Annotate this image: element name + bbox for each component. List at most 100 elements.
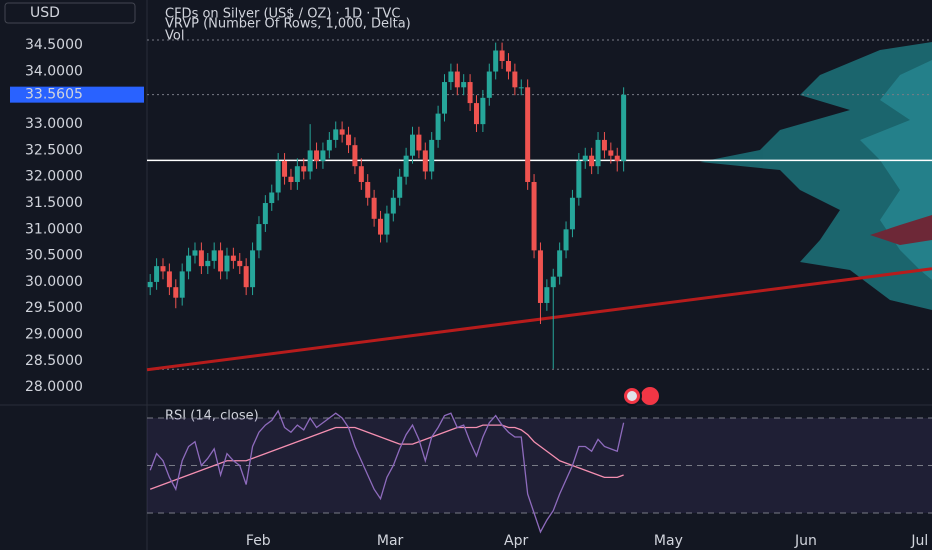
candle-body bbox=[173, 287, 179, 298]
currency-box[interactable] bbox=[4, 2, 136, 24]
y-tick-label: 31.5000 bbox=[25, 195, 83, 211]
candle-body bbox=[384, 213, 390, 235]
y-tick-label: 31.0000 bbox=[25, 221, 83, 237]
candle-body bbox=[595, 139, 601, 167]
y-tick-label: 28.5000 bbox=[25, 353, 83, 369]
candle-body bbox=[224, 255, 230, 272]
candle-body bbox=[352, 145, 358, 167]
candle-body bbox=[339, 129, 345, 135]
candle-body bbox=[569, 197, 575, 230]
candle-body bbox=[243, 266, 249, 288]
candle-body bbox=[544, 287, 550, 303]
candle-body bbox=[416, 134, 422, 151]
candle-body bbox=[435, 113, 441, 140]
last-price-tag bbox=[10, 86, 144, 103]
candle-body bbox=[390, 197, 396, 214]
candle-body bbox=[512, 71, 518, 88]
candle-body bbox=[557, 250, 563, 277]
candle-body bbox=[582, 155, 588, 161]
candle-body bbox=[461, 82, 467, 88]
candle-body bbox=[237, 260, 243, 267]
candle-body bbox=[576, 160, 582, 198]
candle-body bbox=[275, 160, 281, 193]
candle-body bbox=[256, 224, 262, 251]
y-tick-label: 28.0000 bbox=[25, 379, 83, 395]
candle-body bbox=[397, 176, 403, 198]
candle-body bbox=[422, 150, 428, 172]
candle-body bbox=[160, 266, 166, 272]
rsi-title: RSI (14, close) bbox=[165, 409, 259, 424]
volume-profile bbox=[700, 42, 932, 310]
candle-body bbox=[378, 218, 384, 235]
trendline bbox=[146, 267, 932, 372]
candle-body bbox=[614, 155, 620, 161]
candle-body bbox=[346, 134, 352, 146]
candle-body bbox=[218, 250, 224, 272]
y-tick-label: 29.5000 bbox=[25, 300, 83, 316]
indicator: Vol bbox=[165, 29, 184, 44]
candle-body bbox=[467, 82, 473, 104]
candle-body bbox=[358, 166, 364, 182]
candle-body bbox=[493, 50, 499, 72]
candle-body bbox=[320, 150, 326, 161]
candle-body bbox=[179, 271, 185, 298]
rsi-line bbox=[149, 409, 625, 534]
x-tick-label: Jun bbox=[794, 533, 817, 549]
rsi-band bbox=[147, 417, 932, 513]
candle-body bbox=[307, 150, 313, 172]
candle-body bbox=[537, 250, 543, 303]
candle-body bbox=[608, 150, 614, 156]
candle-body bbox=[154, 266, 160, 282]
candle-body bbox=[326, 139, 332, 151]
x-tick-label: Apr bbox=[504, 533, 528, 549]
candle-body bbox=[601, 139, 607, 151]
y-tick-label: 32.0000 bbox=[25, 169, 83, 185]
candle-body bbox=[365, 181, 371, 198]
y-tick-label: 30.5000 bbox=[25, 248, 83, 264]
candle-body bbox=[563, 229, 569, 251]
candle-body bbox=[454, 71, 460, 88]
candle-body bbox=[205, 260, 211, 267]
candle-body bbox=[147, 281, 153, 288]
candle-body bbox=[314, 150, 320, 161]
candle-body bbox=[589, 155, 595, 167]
candle-body bbox=[403, 155, 409, 177]
x-tick-label: Feb bbox=[246, 533, 271, 549]
chart-title: CFDs on Silver (US$ / OZ) · 1D · TVC bbox=[165, 7, 400, 22]
candle-body bbox=[282, 160, 288, 177]
candle-body bbox=[211, 250, 217, 261]
indicator: VRVP (Number Of Rows, 1,000, Delta) bbox=[165, 17, 411, 32]
candle-body bbox=[429, 139, 435, 172]
candle-body bbox=[250, 250, 256, 288]
candle-body bbox=[621, 94, 627, 161]
candle-body bbox=[333, 129, 339, 140]
x-tick-label: May bbox=[654, 533, 683, 549]
candle-body bbox=[294, 166, 300, 182]
candle-body bbox=[480, 97, 486, 125]
candle-body bbox=[531, 181, 537, 251]
candle-body bbox=[166, 271, 172, 288]
candle-body bbox=[262, 203, 268, 225]
candle-body bbox=[441, 82, 447, 114]
candle-body bbox=[230, 255, 236, 261]
currency: USD bbox=[30, 5, 60, 21]
y-tick-label: 29.0000 bbox=[25, 327, 83, 343]
candle-body bbox=[486, 71, 492, 98]
y-tick-label: 33.0000 bbox=[25, 116, 83, 132]
candle-body bbox=[192, 250, 198, 256]
x-tick-label: Mar bbox=[377, 533, 404, 549]
candle-body bbox=[288, 176, 294, 182]
candle-body bbox=[525, 87, 531, 182]
candle-body bbox=[186, 255, 192, 272]
candle-body bbox=[550, 276, 556, 288]
candle-body bbox=[269, 192, 275, 204]
candle-body bbox=[505, 61, 511, 72]
y-tick-label: 34.0000 bbox=[25, 64, 83, 80]
candle-body bbox=[448, 71, 454, 83]
event-badge[interactable] bbox=[622, 386, 659, 406]
candle-body bbox=[410, 134, 416, 156]
candle-body bbox=[198, 250, 204, 267]
candle-body bbox=[371, 197, 377, 219]
y-tick-label: 30.0000 bbox=[25, 274, 83, 290]
